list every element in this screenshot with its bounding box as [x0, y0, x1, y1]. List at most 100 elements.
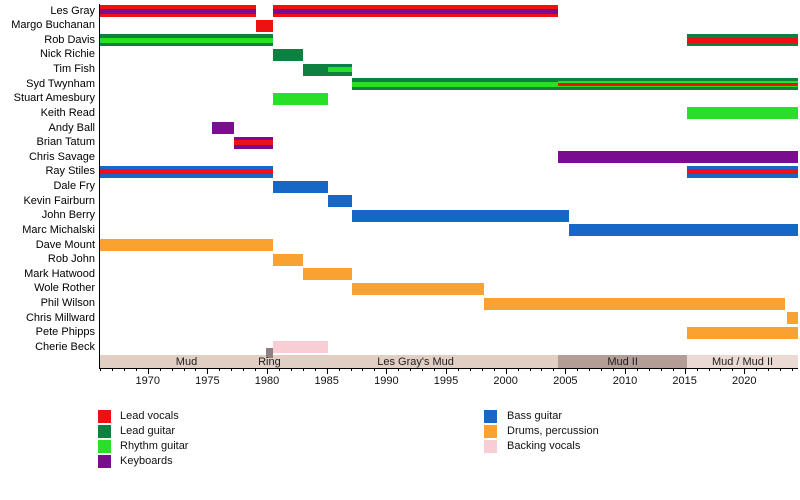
legend-label-rhythm_guitar: Rhythm guitar — [120, 440, 189, 452]
legend-swatch-lead_vocals — [98, 410, 111, 423]
timeline-bar-segment — [256, 19, 273, 32]
tick-label: 2015 — [672, 375, 697, 387]
legend-label-lead_vocals: Lead vocals — [120, 410, 179, 422]
minor-tick — [410, 368, 412, 371]
minor-tick — [481, 368, 483, 371]
minor-tick — [422, 368, 424, 371]
major-tick — [744, 368, 746, 374]
legend-label-bass_guitar: Bass guitar — [507, 410, 563, 422]
minor-tick — [792, 368, 794, 371]
minor-tick — [290, 368, 292, 371]
minor-tick — [350, 368, 352, 371]
timeline-bar-mid-stripe — [100, 8, 257, 14]
minor-tick — [278, 368, 280, 371]
member-label: Chris Savage — [28, 150, 95, 163]
member-label: Phil Wilson — [40, 297, 95, 310]
minor-tick — [398, 368, 400, 371]
timeline-bar-segment — [687, 107, 798, 120]
timeline-bar-segment — [484, 297, 785, 310]
minor-tick — [111, 368, 113, 371]
minor-tick — [541, 368, 543, 371]
member-label: Pete Phipps — [35, 326, 95, 339]
major-tick — [207, 368, 209, 374]
minor-tick — [231, 368, 233, 371]
timeline-bar-mid-stripe — [687, 37, 798, 43]
minor-tick — [219, 368, 221, 371]
timeline-bar-core-stripe — [558, 82, 798, 86]
minor-tick — [708, 368, 710, 371]
minor-tick — [636, 368, 638, 371]
timeline-bar-segment — [212, 122, 234, 135]
era-ring-label: Ring — [258, 356, 281, 368]
timeline-bar-segment — [351, 209, 569, 222]
member-label: Marc Michalski — [22, 223, 95, 236]
major-tick — [505, 368, 507, 374]
minor-tick — [135, 368, 137, 371]
member-label: Mark Hatwood — [24, 267, 95, 280]
timeline-bar-segment — [100, 239, 273, 252]
timeline-bar-segment — [100, 34, 273, 47]
timeline-bar-mid-stripe — [351, 81, 559, 87]
timeline-bar-segment — [273, 180, 328, 193]
legend-swatch-lead_guitar — [98, 425, 111, 438]
timeline-bar-mid-stripe — [100, 169, 273, 175]
timeline-bar-segment — [687, 34, 798, 47]
timeline-bar-segment — [327, 63, 352, 76]
timeline-bar-segment — [273, 341, 328, 354]
member-label: Rob John — [47, 253, 95, 266]
major-tick — [267, 368, 269, 374]
era-segment — [100, 355, 273, 368]
member-label: Andy Ball — [48, 121, 95, 134]
major-tick — [565, 368, 567, 374]
y-axis-line — [99, 4, 100, 368]
era-label: Les Gray's Mud — [377, 356, 454, 368]
legend-swatch-keyboards — [98, 455, 111, 468]
timeline-bar-segment — [351, 78, 559, 91]
timeline-bar-segment — [273, 5, 559, 17]
minor-tick — [338, 368, 340, 371]
minor-tick — [171, 368, 173, 371]
minor-tick — [553, 368, 555, 371]
member-label: Cherie Beck — [35, 340, 95, 353]
minor-tick — [469, 368, 471, 371]
minor-tick — [255, 368, 257, 371]
era-label: Mud — [175, 356, 198, 368]
era-segment — [558, 355, 688, 368]
minor-tick — [159, 368, 161, 371]
minor-tick — [648, 368, 650, 371]
tick-label: 1985 — [314, 375, 339, 387]
timeline-bar-segment — [100, 5, 257, 17]
legend-label-drums_percussion: Drums, percussion — [507, 425, 599, 437]
major-tick — [446, 368, 448, 374]
timeline-bar-mid-stripe — [327, 67, 352, 73]
timeline-bar-mid-stripe — [687, 169, 798, 175]
minor-tick — [768, 368, 770, 371]
tick-label: 2010 — [612, 375, 638, 387]
tick-label: 2000 — [493, 375, 518, 387]
era-segment — [273, 355, 559, 368]
minor-tick — [457, 368, 459, 371]
era-label: Mud II — [607, 356, 638, 368]
legend-label-keyboards: Keyboards — [120, 455, 173, 467]
member-label: Stuart Amesbury — [13, 92, 95, 105]
timeline-bar-segment — [687, 165, 798, 178]
x-axis-line — [99, 368, 798, 369]
minor-tick — [732, 368, 734, 371]
minor-tick — [696, 368, 698, 371]
member-label: John Berry — [41, 209, 95, 222]
minor-tick — [314, 368, 316, 371]
minor-tick — [195, 368, 197, 371]
era-segment — [687, 355, 798, 368]
minor-tick — [660, 368, 662, 371]
minor-tick — [100, 368, 101, 371]
minor-tick — [123, 368, 125, 371]
minor-tick — [577, 368, 579, 371]
legend-swatch-bass_guitar — [484, 410, 497, 423]
minor-tick — [613, 368, 615, 371]
member-label: Margo Buchanan — [11, 19, 95, 32]
